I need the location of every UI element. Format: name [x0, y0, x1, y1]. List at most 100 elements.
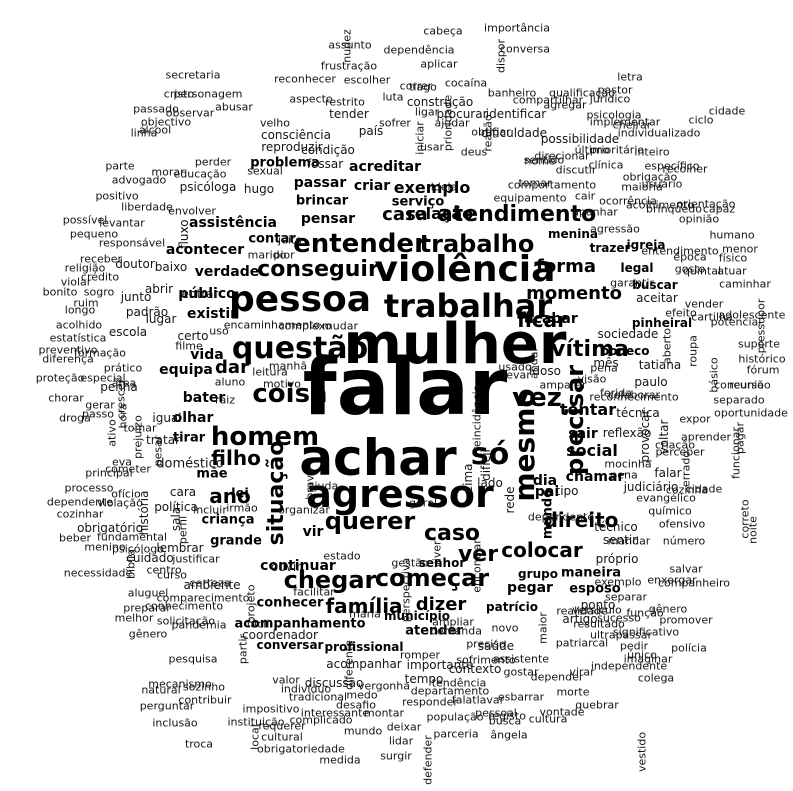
- cloud-word: levantar: [99, 216, 145, 230]
- cloud-word: mãe: [196, 466, 228, 482]
- cloud-word: restrito: [325, 95, 365, 109]
- cloud-word: acontecer: [165, 242, 245, 258]
- cloud-word: interessante: [300, 706, 370, 720]
- cloud-word: liberdade: [121, 200, 173, 214]
- cloud-word: promover: [659, 613, 713, 627]
- cloud-word: encontrar: [470, 539, 484, 593]
- cloud-word: secretaria: [165, 68, 221, 82]
- cloud-word: prático: [103, 361, 143, 375]
- cloud-word: olhar: [172, 410, 214, 426]
- cloud-word: gosto: [674, 262, 706, 276]
- cloud-word: aceitar: [636, 291, 678, 305]
- cloud-word: judiciário: [623, 480, 679, 494]
- cloud-word: direito: [543, 508, 619, 532]
- cloud-word: assistência: [189, 215, 277, 231]
- cloud-word: padrão: [125, 305, 169, 319]
- cloud-word: tomar: [518, 176, 552, 190]
- cloud-word: ligar: [414, 105, 440, 119]
- cloud-word: físico: [718, 251, 748, 265]
- cloud-word: ferida: [600, 386, 632, 400]
- cloud-word: pagar: [733, 422, 747, 454]
- cloud-word: parceria: [433, 727, 479, 741]
- cloud-word: mundo: [343, 724, 383, 738]
- cloud-word: tradicional: [288, 690, 348, 704]
- cloud-word: sentido: [523, 153, 565, 167]
- cloud-word: principal: [85, 466, 133, 480]
- cloud-word: complexo: [278, 319, 332, 333]
- cloud-word: advogado: [111, 173, 167, 187]
- cloud-word: troca: [184, 737, 214, 751]
- cloud-word: cultural: [261, 730, 303, 744]
- cloud-word: vergonha: [357, 679, 411, 693]
- cloud-word: ofensivo: [658, 517, 706, 531]
- cloud-word: uso: [209, 324, 229, 338]
- cloud-word: valor: [272, 673, 300, 687]
- cloud-word: aluno: [214, 375, 246, 389]
- cloud-word: cometer: [105, 462, 151, 476]
- cloud-word: chamar: [565, 469, 625, 485]
- cloud-word: procurar: [436, 107, 488, 121]
- cloud-word: dependente: [527, 510, 595, 524]
- cloud-word: junto: [120, 290, 152, 304]
- cloud-word: religião: [64, 261, 106, 275]
- cloud-word: tratar: [146, 433, 180, 447]
- cloud-word: tender: [329, 107, 369, 121]
- cloud-word: perfil: [176, 515, 190, 545]
- cloud-word: expor: [679, 412, 711, 426]
- cloud-word: atender: [405, 623, 463, 639]
- cloud-word: cultura: [528, 712, 568, 726]
- cloud-word: fácil: [246, 617, 270, 631]
- cloud-word: atendimento: [437, 202, 597, 227]
- cloud-word: legal: [620, 261, 654, 275]
- cloud-word: perceber: [655, 445, 705, 459]
- cloud-word: município: [384, 609, 450, 623]
- cloud-word: esbarrar: [497, 690, 545, 704]
- cloud-word: assunto: [328, 38, 372, 52]
- cloud-word: entendimento: [641, 244, 719, 258]
- cloud-word: responder: [402, 695, 458, 709]
- cloud-word: prioritário: [589, 143, 645, 157]
- cloud-word: tendência: [431, 676, 487, 690]
- cloud-word: passar: [293, 175, 347, 191]
- cloud-word: reconhecer: [274, 72, 336, 86]
- cloud-word: dependente: [46, 495, 114, 509]
- cloud-word: grupo: [518, 567, 558, 581]
- cloud-word: natural: [141, 683, 181, 697]
- cloud-word: departamento: [410, 684, 490, 698]
- cloud-word: público: [178, 286, 236, 302]
- cloud-word: importância: [484, 21, 550, 35]
- cloud-word: cartilha: [691, 310, 733, 324]
- cloud-word: ponto: [580, 598, 616, 612]
- cloud-word: casa: [382, 204, 428, 225]
- cloud-word: especial: [80, 371, 126, 385]
- cloud-word: velho: [259, 116, 291, 130]
- cloud-word: lei: [231, 486, 249, 502]
- cloud-word: técnica: [616, 406, 660, 420]
- cloud-word: lembrar: [156, 541, 204, 555]
- cloud-word: discussão: [304, 676, 364, 690]
- cloud-word: criar: [353, 178, 391, 194]
- cloud-word: ofício: [111, 487, 141, 501]
- cloud-word: dizer: [415, 594, 467, 615]
- cloud-word: época: [673, 250, 707, 264]
- cloud-word: separar: [604, 590, 648, 604]
- cloud-word: clínica: [588, 158, 624, 172]
- cloud-word: vítima: [551, 337, 629, 362]
- cloud-word: questão: [231, 331, 369, 366]
- cloud-word: jurídico: [589, 92, 631, 106]
- cloud-word: psicólogo: [111, 542, 165, 556]
- cloud-word: atuar: [717, 264, 747, 278]
- cloud-word: esposo: [569, 581, 621, 597]
- cloud-word: senhor: [418, 556, 466, 570]
- cloud-word: sair: [568, 426, 598, 442]
- cloud-word: desafio: [336, 698, 376, 712]
- cloud-word: marido: [247, 248, 287, 262]
- cloud-word: criança: [201, 512, 255, 528]
- cloud-word: único: [627, 648, 657, 662]
- cloud-word: entender: [293, 229, 427, 259]
- cloud-word: patriarcal: [555, 636, 609, 650]
- cloud-word: potencial: [710, 315, 762, 329]
- cloud-word: quebrar: [575, 698, 619, 712]
- cloud-word: compartilhar: [512, 93, 584, 107]
- cloud-word: reincidência: [470, 384, 484, 452]
